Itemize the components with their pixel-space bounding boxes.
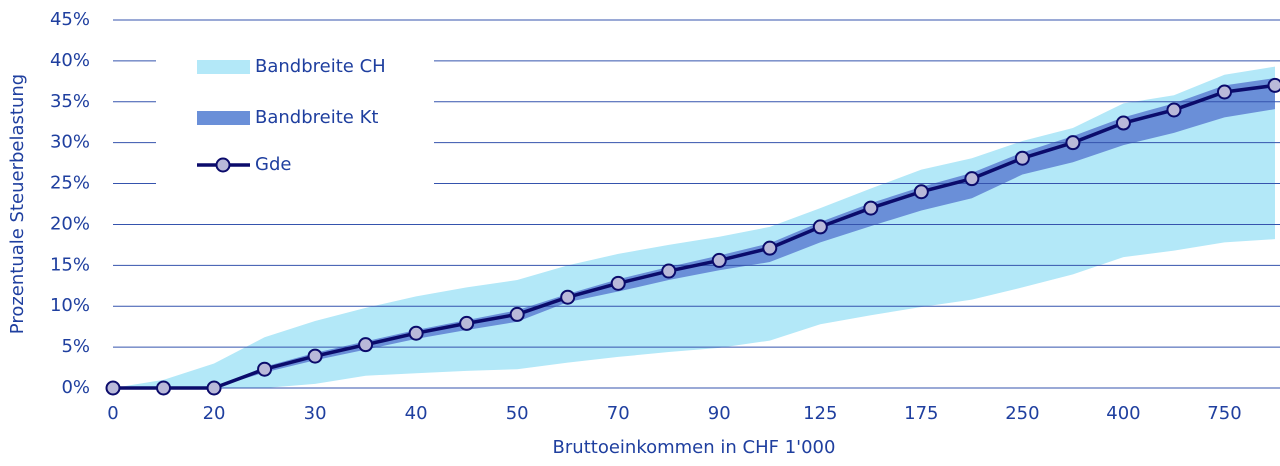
y-tick-label: 20% [50,213,90,234]
y-tick-label: 10% [50,295,90,316]
data-point [410,327,423,340]
data-point [258,363,271,376]
x-tick-label: 0 [107,403,118,424]
data-point [1218,85,1231,98]
data-point [208,382,221,395]
x-tick-label: 175 [904,403,938,424]
x-axis-label: Bruttoeinkommen in CHF 1'000 [553,437,836,458]
data-point [915,185,928,198]
legend-swatch [197,60,250,74]
data-point [561,291,574,304]
legend-label: Gde [255,154,291,175]
x-tick-label: 50 [506,403,529,424]
y-tick-label: 15% [50,254,90,275]
y-tick-label: 40% [50,50,90,71]
data-point [864,202,877,215]
x-tick-label: 90 [708,403,731,424]
data-point [1167,103,1180,116]
data-point [157,382,170,395]
data-point [662,265,675,278]
x-tick-label: 250 [1005,403,1039,424]
y-tick-label: 45% [50,9,90,30]
data-point [713,254,726,267]
data-point [511,308,524,321]
data-point [965,172,978,185]
data-point [763,242,776,255]
x-tick-label: 30 [304,403,327,424]
data-point [612,277,625,290]
x-tick-label: 125 [803,403,837,424]
data-point [1269,79,1280,92]
y-tick-label: 35% [50,91,90,112]
legend-label: Bandbreite CH [255,56,386,77]
y-axis-label: Prozentuale Steuerbelastung [7,74,28,334]
data-point [359,338,372,351]
y-tick-label: 0% [61,377,90,398]
x-tick-label: 20 [203,403,226,424]
y-tick-label: 30% [50,132,90,153]
x-tick-label: 70 [607,403,630,424]
data-point [1117,117,1130,130]
legend-swatch [197,111,250,125]
x-tick-label: 750 [1207,403,1241,424]
data-point [309,350,322,363]
data-point [107,382,120,395]
data-point [1066,136,1079,149]
y-tick-label: 25% [50,173,90,194]
y-tick-label: 5% [61,336,90,357]
legend-label: Bandbreite Kt [255,107,378,128]
data-point [460,317,473,330]
legend-swatch [217,159,230,172]
data-point [814,220,827,233]
x-tick-label: 400 [1106,403,1140,424]
data-point [1016,152,1029,165]
x-tick-label: 40 [405,403,428,424]
